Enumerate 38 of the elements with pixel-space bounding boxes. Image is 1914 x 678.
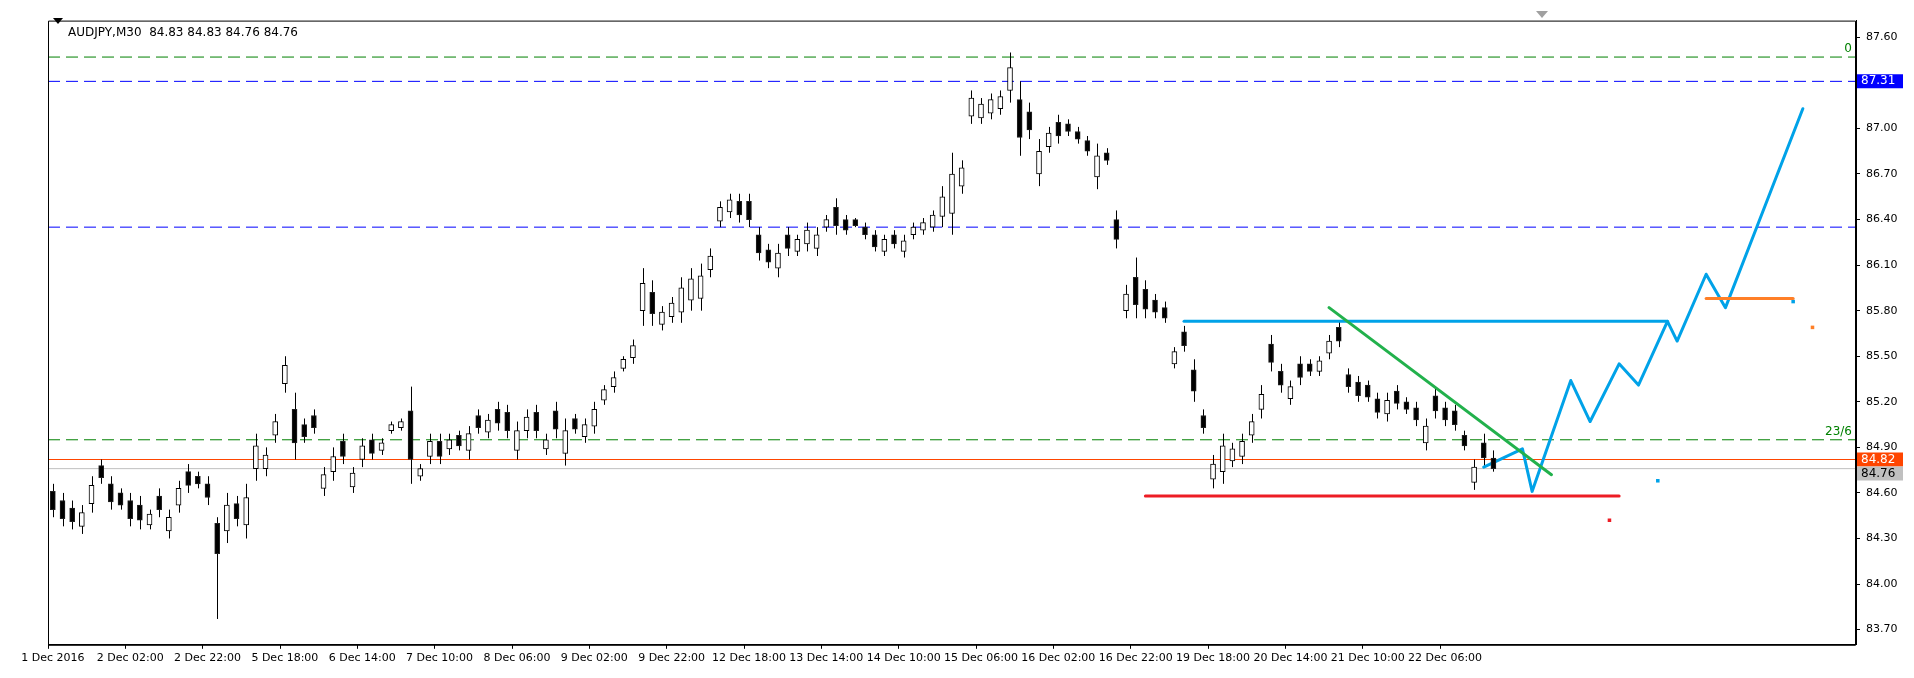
y-tick-label: 87.00	[1866, 121, 1898, 135]
ref-line-label: 87.31	[1861, 73, 1896, 88]
chart-title: AUDJPY,M30 84.83 84.83 84.76 84.76	[68, 24, 298, 39]
y-tick-label: 84.60	[1866, 485, 1898, 499]
x-tick-label: 6 Dec 14:00	[328, 651, 396, 665]
x-tick-label: 13 Dec 14:00	[789, 651, 864, 665]
x-tick-label: 7 Dec 10:00	[406, 651, 474, 665]
x-tick-label: 9 Dec 02:00	[560, 651, 628, 665]
y-tick-label: 86.70	[1866, 166, 1898, 180]
x-tick-label: 5 Dec 18:00	[251, 651, 319, 665]
x-tick-label: 16 Dec 22:00	[1098, 651, 1173, 665]
ref-line-label: 84.76	[1861, 465, 1896, 480]
x-tick-label: 19 Dec 18:00	[1176, 651, 1251, 665]
annotation: 23/6	[1825, 423, 1852, 438]
y-tick-label: 86.10	[1866, 257, 1898, 271]
x-tick-label: 2 Dec 02:00	[96, 651, 164, 665]
x-tick-label: 12 Dec 18:00	[711, 651, 786, 665]
x-tick-label: 9 Dec 22:00	[638, 651, 706, 665]
y-tick-label: 86.40	[1866, 212, 1898, 226]
x-tick-label: 14 Dec 10:00	[866, 651, 941, 665]
y-tick-label: 85.20	[1866, 394, 1898, 408]
x-tick-label: 15 Dec 06:00	[944, 651, 1018, 665]
x-tick-label: 21 Dec 10:00	[1330, 651, 1405, 665]
x-tick-label: 22 Dec 06:00	[1408, 651, 1483, 665]
annotation: 0	[1844, 41, 1852, 56]
y-tick-label: 85.50	[1866, 349, 1898, 363]
x-tick-label: 2 Dec 22:00	[174, 651, 242, 665]
y-tick-label: 84.30	[1866, 531, 1898, 545]
y-tick-label: 84.00	[1866, 576, 1898, 590]
y-tick-label: 84.90	[1866, 440, 1898, 454]
y-tick-label: 83.70	[1866, 622, 1898, 636]
x-tick-label: 16 Dec 02:00	[1021, 651, 1096, 665]
y-tick-label: 85.80	[1866, 303, 1898, 317]
x-tick-label: 20 Dec 14:00	[1253, 651, 1328, 665]
y-tick-label: 87.60	[1866, 30, 1898, 44]
ref-line-label: 84.82	[1861, 451, 1896, 466]
x-tick-label: 8 Dec 06:00	[483, 651, 551, 665]
x-tick-label: 1 Dec 2016	[21, 651, 85, 665]
